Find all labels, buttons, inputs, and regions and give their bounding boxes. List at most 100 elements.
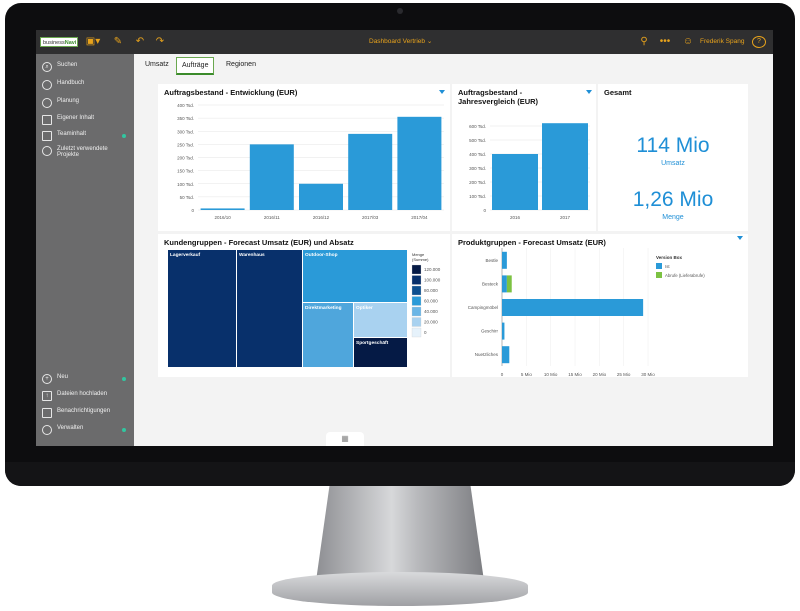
y-tick-label: Bestle [485, 258, 498, 263]
new-document-icon[interactable]: ▣▾ [85, 36, 101, 47]
treemap-cell-label: Outdoor-Shop [305, 252, 338, 258]
tab-regionen[interactable]: Regionen [226, 61, 256, 68]
x-tick-label: 2017/04 [411, 215, 428, 220]
folder-icon [42, 115, 52, 125]
y-tick-label: 200 Tsd. [177, 156, 194, 161]
x-tick-label: 15 Mio [568, 372, 582, 377]
treemap-cell-label: Direktmarketing [305, 305, 342, 311]
undo-icon[interactable]: ↶ [135, 36, 145, 47]
legend-title: (Summe) [412, 257, 429, 262]
treemap-kundengruppen: Lagerverkauf Warenhaus Outdoor-Shop Direktm… [168, 250, 441, 367]
y-tick-label: 200 Tsd. [469, 180, 486, 185]
planning-icon [42, 98, 52, 108]
sidebar-item-teaminhalt[interactable]: Teaminhalt [42, 131, 130, 141]
legend-swatch [411, 327, 422, 338]
bar [492, 154, 538, 210]
dashboard-title-text: Dashboard Vertrieb [369, 38, 426, 45]
y-tick-label: 100 Tsd. [469, 194, 486, 199]
sidebar: ⌕ Suchen Handbuch Planung Eigener Inhalt… [36, 54, 134, 446]
more-icon[interactable]: ••• [659, 36, 671, 47]
bar [397, 116, 442, 210]
x-tick-label: 2017/03 [362, 215, 379, 220]
y-tick-label: 250 Tsd. [177, 142, 194, 147]
edit-icon[interactable]: ✎ [113, 36, 123, 47]
panel-menu-icon[interactable] [737, 236, 743, 240]
sidebar-item-verwalten[interactable]: Verwalten [42, 425, 130, 435]
notification-icon [42, 408, 52, 418]
x-tick-label: 2017 [560, 215, 571, 220]
sidebar-item-suchen[interactable]: ⌕ Suchen [42, 62, 130, 72]
y-tick-label: Geschirr [481, 329, 499, 334]
dashboard-title[interactable]: Dashboard Vertrieb ⌄ [369, 30, 432, 54]
hbar-chart-produktgruppen: 0 5 Mio 10 Mio 15 Mio 20 Mio 25 Mio 30 Mio Best… [468, 248, 705, 377]
pin-icon[interactable]: ⚲ [640, 36, 648, 47]
panel-menu-icon[interactable] [586, 90, 592, 94]
tab-auftraege[interactable]: Aufträge [176, 57, 215, 75]
x-tick-label: 25 Mio [617, 372, 631, 377]
legend-title: Menge [412, 252, 425, 257]
sidebar-item-label: Eigener Inhalt [57, 115, 95, 121]
legend-label: Ist [665, 264, 670, 269]
legend-swatch [656, 263, 662, 269]
treemap-cell-label: Optiker [356, 305, 373, 311]
redo-icon[interactable]: ↷ [155, 36, 165, 47]
logo-text: business [43, 40, 65, 46]
logo-brand: Navi [64, 40, 77, 46]
y-tick-label: 0 [483, 208, 486, 213]
manage-icon [42, 425, 52, 435]
panel-menu-icon[interactable] [439, 90, 445, 94]
chevron-down-icon: ⌄ [426, 38, 433, 45]
panel-jahresvergleich: Auftragsbestand - Jahresvergleich (EUR) … [452, 84, 596, 231]
sidebar-item-zuletzt[interactable]: Zuletzt verwendete Projekte [42, 146, 130, 158]
sidebar-item-eigener-inhalt[interactable]: Eigener Inhalt [42, 115, 130, 125]
sidebar-item-neu[interactable]: + Neu [42, 374, 130, 384]
bar [502, 251, 507, 269]
treemap-cell [354, 303, 407, 337]
y-tick-label: 600 Tsd. [469, 124, 486, 129]
sidebar-item-label: Planung [57, 98, 80, 104]
x-tick-label: 2016/11 [264, 215, 280, 220]
chart-title: Auftragsbestand - Jahresvergleich (EUR) [458, 88, 539, 106]
kpi-title: Gesamt [604, 88, 632, 97]
recent-icon [42, 146, 52, 156]
user-icon[interactable]: ☺ [682, 36, 694, 47]
legend-swatch [411, 296, 422, 306]
app-logo[interactable]: businessNavi [40, 37, 78, 47]
monitor-camera [397, 8, 403, 14]
x-tick-label: 20 Mio [593, 372, 607, 377]
legend-title: Version Box [656, 255, 683, 260]
tab-umsatz[interactable]: Umsatz [145, 61, 169, 68]
sidebar-item-label: Handbuch [57, 80, 85, 86]
user-name[interactable]: Frederik Spang [700, 38, 745, 45]
bar [348, 133, 393, 210]
legend-swatch [656, 272, 662, 278]
treemap-cell [168, 250, 236, 367]
sidebar-item-label: Teaminhalt [57, 131, 87, 137]
sidebar-item-handbuch[interactable]: Handbuch [42, 80, 130, 90]
bar [502, 322, 505, 340]
monitor-chin [5, 462, 795, 486]
help-icon[interactable]: ? [752, 36, 766, 48]
status-dot [122, 428, 126, 432]
kpi-umsatz-label: Umsatz [661, 160, 685, 167]
treemap-cell [237, 250, 302, 367]
chart-title: Produktgruppen - Forecast Umsatz (EUR) [458, 238, 606, 247]
y-tick-label: 100 Tsd. [177, 182, 194, 187]
sidebar-item-benachrichtigungen[interactable]: Benachrichtigungen [42, 408, 130, 418]
sidebar-item-planung[interactable]: Planung [42, 98, 130, 108]
sidebar-item-label: Suchen [57, 62, 78, 68]
y-tick-label: Nuetzliches [475, 352, 499, 357]
sidebar-item-dateien-hochladen[interactable]: ↑ Dateien hochladen [42, 391, 130, 401]
kpi-umsatz-value: 114 Mio [636, 134, 710, 157]
y-tick-label: 500 Tsd. [469, 138, 486, 143]
app-screen: businessNavi ▣▾ ✎ ↶ ↷ Dashboard Vertrieb… [36, 30, 773, 446]
bar [200, 208, 245, 210]
sidebar-item-label: Verwalten [57, 425, 84, 431]
legend-label: 0 [424, 330, 427, 335]
panel-kpi-gesamt: Gesamt 114 Mio Umsatz 1,26 Mio Menge [598, 84, 748, 231]
chart-title: Auftragsbestand - Entwicklung (EUR) [164, 88, 298, 97]
sidebar-item-label: Dateien hochladen [57, 391, 108, 397]
top-bar: businessNavi ▣▾ ✎ ↶ ↷ Dashboard Vertrieb… [36, 30, 773, 54]
legend-swatch [411, 306, 422, 317]
table-view-icon[interactable]: ▦ [326, 432, 364, 446]
